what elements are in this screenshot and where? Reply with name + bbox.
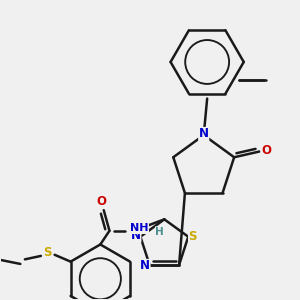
- Text: S: S: [44, 246, 52, 259]
- Text: N: N: [199, 128, 209, 140]
- Text: N: N: [131, 229, 141, 242]
- Text: NH: NH: [130, 224, 148, 233]
- Text: H: H: [155, 227, 164, 237]
- Text: O: O: [261, 144, 271, 157]
- Text: O: O: [97, 194, 106, 208]
- Text: S: S: [189, 230, 197, 243]
- Text: N: N: [140, 260, 150, 272]
